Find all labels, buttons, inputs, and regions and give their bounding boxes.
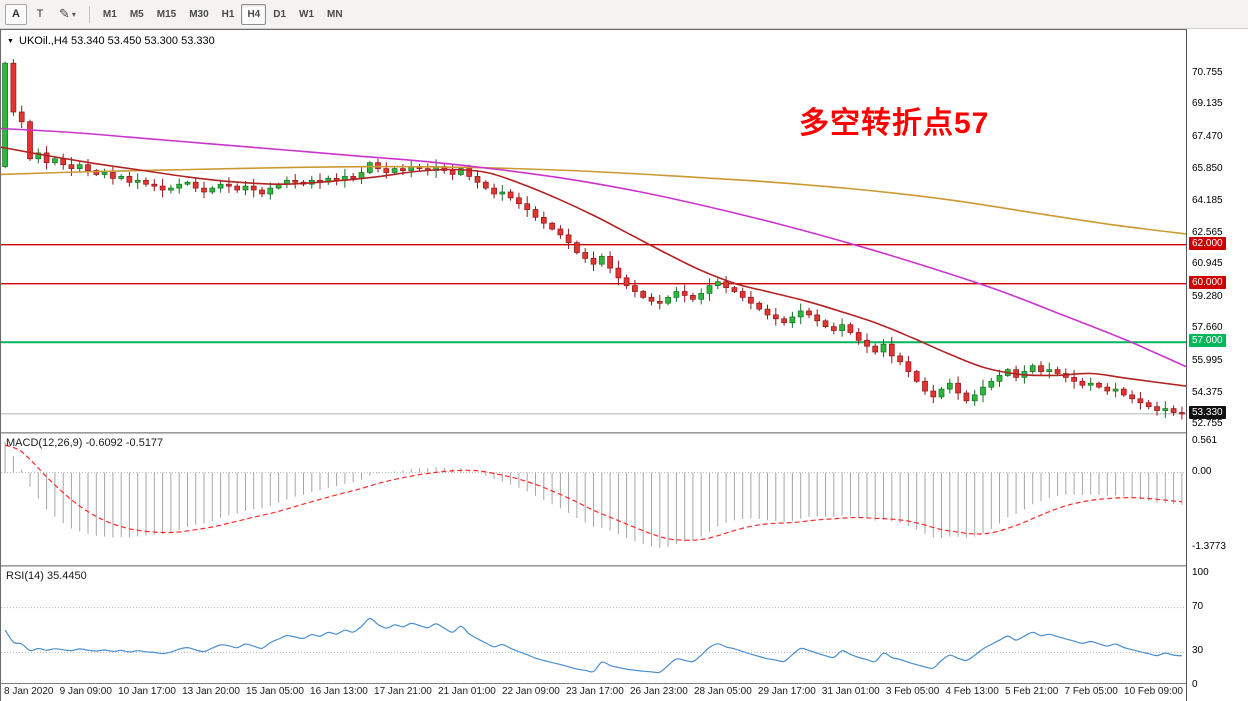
price-axis-label: 64.185 — [1192, 195, 1223, 206]
time-label: 23 Jan 17:00 — [565, 686, 624, 697]
price-level-badge: 62.000 — [1189, 236, 1226, 250]
time-label: 8 Jan 2020 — [4, 686, 54, 697]
price-axis-label: 70.755 — [1192, 66, 1223, 78]
annotation-text: 多空转折点57 — [799, 107, 990, 140]
rsi-label: RSI(14) 35.4450 — [6, 570, 87, 582]
timeframe-w1[interactable]: W1 — [299, 8, 315, 20]
time-label: 7 Feb 05:00 — [1064, 686, 1118, 697]
timeframe-bar: M1 M5 M15 M30 H1 H4 D1 W1 MN — [97, 3, 349, 25]
time-label: 17 Jan 21:00 — [374, 686, 432, 697]
panel-separator[interactable] — [1, 565, 1186, 567]
timeframe-d1[interactable]: D1 — [273, 8, 287, 20]
rsi-axis-label: 30 — [1192, 645, 1204, 657]
timeframe-mn[interactable]: MN — [327, 8, 343, 20]
time-label: 3 Feb 05:00 — [885, 686, 940, 697]
macd-signal-value: -0.5177 — [125, 437, 164, 449]
time-scale[interactable]: 8 Jan 2020 9 Jan 09:00 10 Jan 17:00 13 Jan … — [1, 683, 1186, 701]
rsi-axis-label: 0 — [1192, 679, 1198, 690]
chart-title: ▼ UKOil.,H4 53.340 53.450 53.300 53.330 — [7, 35, 215, 47]
price-scale[interactable]: 70.755 69.135 67.470 65.850 64.185 62.565 60.9… — [1187, 29, 1248, 701]
time-label: 5 Feb 21:00 — [1004, 686, 1059, 697]
rsi-axis-label: 100 — [1192, 567, 1209, 578]
time-label: 10 Feb 09:00 — [1124, 686, 1183, 697]
price-axis-label: 52.755 — [1192, 418, 1223, 430]
rsi-name: RSI(14) — [6, 570, 44, 582]
time-label: 13 Jan 20:00 — [182, 686, 240, 697]
price-axis-label: 57.660 — [1192, 322, 1223, 334]
pencil-icon: ✎ — [59, 6, 70, 21]
timeframe-h4[interactable]: H4 — [241, 3, 267, 25]
price-axis-label: 54.375 — [1192, 386, 1223, 398]
price-level-badge: 60.000 — [1189, 275, 1226, 289]
price-axis-label: 67.470 — [1192, 130, 1223, 142]
price-level-badge: 57.000 — [1189, 334, 1226, 348]
toolbar-separator — [88, 5, 90, 23]
macd-panel[interactable]: MACD(12,26,9) -0.6092 -0.5177 — [1, 434, 1186, 565]
time-label: 4 Feb 13:00 — [945, 686, 999, 697]
timeframe-m15[interactable]: M15 — [156, 8, 177, 20]
macd-axis-label: 0.00 — [1192, 465, 1212, 477]
draw-tool-dropdown[interactable]: ✎ ▾ — [53, 4, 82, 25]
time-label: 22 Jan 09:00 — [501, 686, 560, 697]
rsi-panel[interactable]: RSI(14) 35.4450 — [1, 567, 1186, 683]
symbol-period-label: UKOil.,H4 — [19, 35, 68, 47]
price-axis-label: 62.565 — [1192, 226, 1223, 238]
price-axis-label: 59.280 — [1192, 290, 1223, 302]
timeframe-h1[interactable]: H1 — [221, 8, 235, 20]
timeframe-m30[interactable]: M30 — [189, 8, 209, 20]
time-label: 15 Jan 05:00 — [246, 686, 304, 697]
main-chart-canvas[interactable] — [1, 30, 1186, 432]
text-tool-button[interactable]: T — [36, 8, 44, 20]
time-label: 29 Jan 17:00 — [757, 686, 816, 697]
rsi-value: 35.4450 — [46, 570, 87, 582]
timeframe-m5[interactable]: M5 — [129, 8, 144, 20]
font-tool-button[interactable]: A — [5, 3, 27, 25]
chevron-down-icon: ▾ — [71, 9, 76, 19]
rsi-canvas[interactable] — [1, 567, 1186, 683]
symbol-triangle-icon: ▼ — [7, 38, 14, 45]
price-axis-label: 69.135 — [1192, 98, 1223, 110]
price-axis-label: 60.945 — [1192, 258, 1223, 270]
panel-separator[interactable] — [1, 432, 1186, 434]
price-axis-label: 65.850 — [1192, 162, 1223, 174]
time-label: 9 Jan 09:00 — [59, 686, 112, 697]
time-label: 31 Jan 01:00 — [821, 686, 880, 697]
macd-label: MACD(12,26,9) -0.6092 -0.5177 — [6, 437, 163, 449]
time-label: 28 Jan 05:00 — [693, 686, 752, 697]
ohlc-values: 53.340 53.450 53.300 53.330 — [70, 35, 215, 47]
macd-canvas[interactable] — [1, 434, 1186, 565]
timeframe-m1[interactable]: M1 — [102, 8, 117, 20]
toolbar: A T ✎ ▾ M1 M5 M15 M30 H1 H4 D1 W1 MN — [0, 0, 1248, 29]
current-price-badge: 53.330 — [1189, 405, 1226, 419]
main-price-panel[interactable]: ▼ UKOil.,H4 53.340 53.450 53.300 53.330 … — [1, 30, 1186, 432]
plot-column: ▼ UKOil.,H4 53.340 53.450 53.300 53.330 … — [0, 29, 1187, 701]
rsi-axis-label: 70 — [1192, 600, 1204, 612]
macd-axis-label: 0.561 — [1192, 435, 1218, 446]
macd-axis-label: -1.3773 — [1192, 540, 1226, 552]
time-label: 26 Jan 23:00 — [629, 686, 688, 697]
time-label: 16 Jan 13:00 — [310, 686, 368, 697]
price-axis-label: 55.995 — [1192, 354, 1223, 366]
chart-area: ▼ UKOil.,H4 53.340 53.450 53.300 53.330 … — [0, 29, 1248, 701]
macd-name: MACD(12,26,9) — [6, 437, 83, 449]
time-label: 10 Jan 17:00 — [118, 686, 176, 697]
time-label: 21 Jan 01:00 — [438, 686, 496, 697]
macd-main-value: -0.6092 — [85, 437, 123, 449]
